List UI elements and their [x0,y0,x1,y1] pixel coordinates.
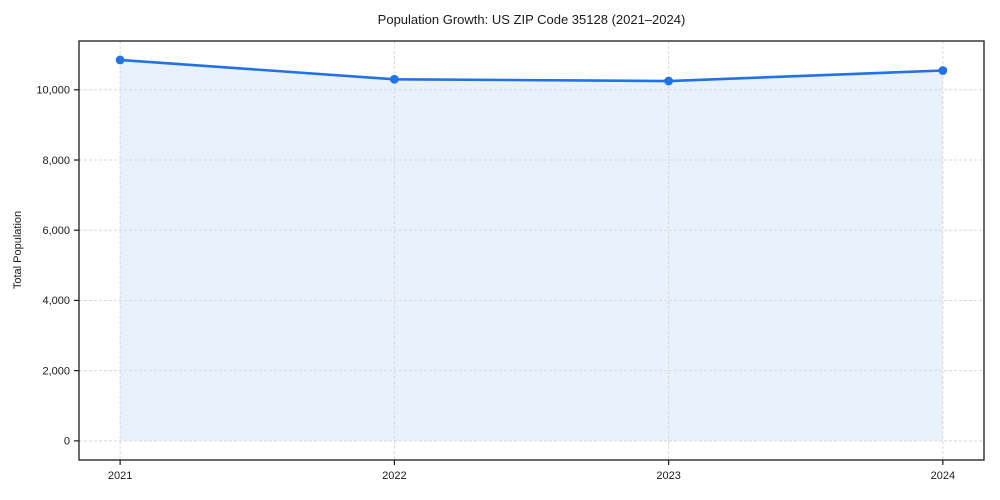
y-tick-label: 10,000 [36,85,70,97]
y-tick-label: 2,000 [42,365,70,377]
y-tick-label: 6,000 [42,225,70,237]
y-tick-label: 4,000 [42,295,70,307]
data-point-marker [664,76,674,86]
plot-border [78,40,985,461]
x-tick-label: 2022 [382,470,406,482]
data-point-marker [389,74,399,84]
area-fill [120,59,943,441]
y-tick-label: 8,000 [42,155,70,167]
trend-line [118,58,945,83]
data-point-marker [938,66,948,75]
chart-title: Population Growth: US ZIP Code 35128 (20… [377,12,686,27]
data-point-marker [115,55,125,65]
x-tick-label: 2023 [656,470,680,482]
x-tick-label: 2024 [931,470,955,482]
x-tick-label: 2021 [108,470,132,482]
y-tick-label: 0 [64,436,70,448]
